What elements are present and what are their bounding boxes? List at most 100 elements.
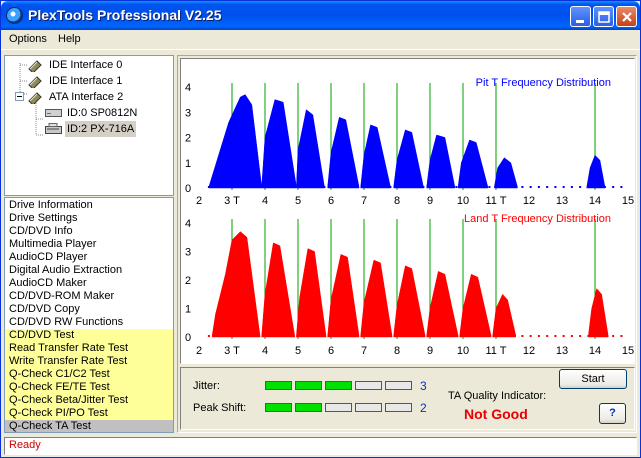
baseline-dot bbox=[273, 186, 276, 188]
func-qcheck-fete-test[interactable]: Q-Check FE/TE Test bbox=[5, 381, 173, 394]
baseline-dot bbox=[224, 335, 227, 337]
baseline-dot bbox=[315, 335, 318, 337]
menu-options-label: Options bbox=[9, 33, 47, 45]
ta-quality-label: TA Quality Indicator: bbox=[448, 390, 547, 402]
func-qcheck-pipo-test[interactable]: Q-Check PI/PO Test bbox=[5, 407, 173, 420]
baseline-dot bbox=[364, 186, 367, 188]
x-tick-label: 13 bbox=[556, 345, 568, 357]
window-title: PlexTools Professional V2.25 bbox=[28, 7, 222, 23]
jitter-segment bbox=[355, 381, 382, 390]
distribution-peak bbox=[393, 265, 426, 338]
func-drive-information[interactable]: Drive Information bbox=[9, 199, 93, 211]
collapse-icon[interactable] bbox=[15, 92, 25, 102]
interface-icon bbox=[28, 76, 42, 88]
baseline-dot bbox=[455, 186, 458, 188]
close-button[interactable] bbox=[616, 6, 637, 27]
y-tick-label: 1 bbox=[185, 304, 191, 316]
minimize-button[interactable] bbox=[570, 6, 591, 27]
baseline-dot bbox=[282, 186, 285, 188]
func-cd-dvd-copy[interactable]: CD/DVD Copy bbox=[9, 303, 80, 315]
baseline-dot bbox=[422, 186, 425, 188]
baseline-dot bbox=[612, 186, 615, 188]
device-tree[interactable]: IDE Interface 0 IDE Interface 1 ATA Inte… bbox=[4, 55, 174, 196]
func-audiocd-player[interactable]: AudioCD Player bbox=[9, 251, 88, 263]
baseline-dot bbox=[570, 335, 573, 337]
y-tick-label: 1 bbox=[185, 158, 191, 170]
distribution-peak bbox=[261, 99, 297, 189]
baseline-dot bbox=[389, 335, 392, 337]
y-tick-label: 4 bbox=[185, 218, 191, 230]
tree-item-label: ATA Interface 2 bbox=[49, 91, 124, 103]
func-multimedia-player[interactable]: Multimedia Player bbox=[9, 238, 97, 250]
baseline-dot bbox=[603, 186, 606, 188]
peak-shift-segment bbox=[325, 403, 352, 412]
distribution-peak bbox=[360, 259, 393, 338]
baseline-dot bbox=[455, 335, 458, 337]
baseline-dot bbox=[529, 186, 532, 188]
x-tick-label: 4 bbox=[262, 345, 268, 357]
baseline-dot bbox=[430, 335, 433, 337]
menu-options[interactable]: Options bbox=[9, 33, 47, 45]
func-audiocd-maker[interactable]: AudioCD Maker bbox=[9, 277, 87, 289]
func-qcheck-ta-test[interactable]: Q-Check TA Test bbox=[5, 420, 173, 432]
baseline-dot bbox=[513, 335, 516, 337]
status-text: Ready bbox=[9, 439, 41, 451]
func-cd-dvd-info[interactable]: CD/DVD Info bbox=[9, 225, 73, 237]
baseline-dot bbox=[298, 186, 301, 188]
baseline-dot bbox=[529, 335, 532, 337]
baseline-dot bbox=[339, 335, 342, 337]
baseline-dot bbox=[513, 186, 516, 188]
tree-item-label: ID:2 PX-716A bbox=[65, 121, 137, 137]
baseline-dot bbox=[207, 186, 210, 188]
tree-lines bbox=[19, 63, 43, 136]
title-bar[interactable]: PlexTools Professional V2.25 bbox=[1, 1, 640, 30]
func-digital-audio-extraction[interactable]: Digital Audio Extraction bbox=[9, 264, 123, 276]
start-button[interactable]: Start bbox=[559, 369, 627, 389]
func-cd-dvd-test[interactable]: CD/DVD Test bbox=[5, 329, 173, 342]
app-icon bbox=[6, 7, 23, 24]
ta-quality-value: Not Good bbox=[464, 406, 528, 422]
maximize-button[interactable] bbox=[593, 6, 614, 27]
func-qcheck-c1c2-test[interactable]: Q-Check C1/C2 Test bbox=[5, 368, 173, 381]
func-qcheck-beta-jitter-test[interactable]: Q-Check Beta/Jitter Test bbox=[5, 394, 173, 407]
menu-help-label: Help bbox=[58, 33, 81, 45]
func-cd-dvd-rom-maker[interactable]: CD/DVD-ROM Maker bbox=[9, 290, 115, 302]
func-drive-settings[interactable]: Drive Settings bbox=[9, 212, 78, 224]
x-tick-label: 6 bbox=[328, 345, 334, 357]
baseline-dot bbox=[480, 335, 483, 337]
chart-title: Land T Frequency Distribution bbox=[464, 213, 611, 225]
baseline-dot bbox=[554, 335, 557, 337]
x-tick-label: 8 bbox=[394, 195, 400, 207]
baseline-dot bbox=[414, 186, 417, 188]
baseline-dot bbox=[240, 186, 243, 188]
chart-title: Pit T Frequency Distribution bbox=[476, 77, 611, 89]
baseline-dot bbox=[372, 335, 375, 337]
baseline-dot bbox=[323, 186, 326, 188]
distribution-peak bbox=[494, 157, 518, 189]
tree-item-label: ID:0 SP0812N bbox=[67, 107, 138, 119]
jitter-segment bbox=[385, 381, 412, 390]
baseline-dot bbox=[232, 335, 235, 337]
y-tick-label: 0 bbox=[185, 183, 191, 195]
peak-shift-value: 2 bbox=[420, 401, 427, 415]
distribution-peak bbox=[492, 293, 517, 338]
distribution-peak bbox=[586, 154, 606, 189]
baseline-dot bbox=[405, 335, 408, 337]
help-button[interactable]: ? bbox=[599, 403, 626, 424]
baseline-dot bbox=[249, 186, 252, 188]
baseline-dot bbox=[339, 186, 342, 188]
baseline-dot bbox=[620, 186, 623, 188]
function-list[interactable]: Drive Information Drive Settings CD/DVD … bbox=[4, 197, 174, 433]
baseline-dot bbox=[216, 335, 219, 337]
func-write-transfer-rate-test[interactable]: Write Transfer Rate Test bbox=[5, 355, 173, 368]
close-icon bbox=[622, 12, 632, 22]
x-tick-label: 9 bbox=[427, 195, 433, 207]
baseline-dot bbox=[488, 186, 491, 188]
menu-help[interactable]: Help bbox=[58, 33, 81, 45]
func-cd-dvd-rw-functions[interactable]: CD/DVD RW Functions bbox=[9, 316, 124, 328]
baseline-dot bbox=[587, 186, 590, 188]
func-read-transfer-rate-test[interactable]: Read Transfer Rate Test bbox=[5, 342, 173, 355]
